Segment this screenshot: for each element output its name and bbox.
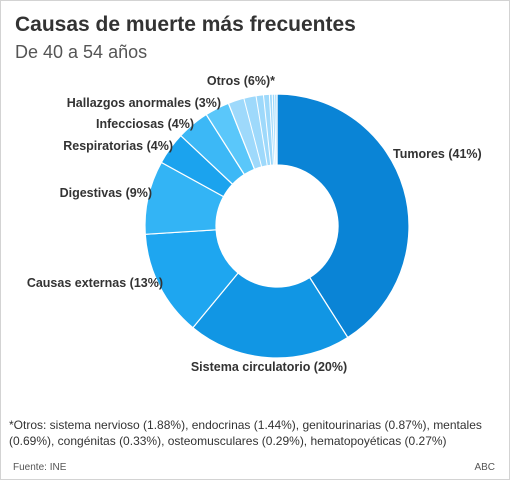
subslice-divider-mentales xyxy=(268,94,274,166)
slice-label-otros: Otros (6%)* xyxy=(207,74,275,88)
slice-label-tumores: Tumores (41%) xyxy=(393,147,482,161)
slice-tumores xyxy=(276,93,410,339)
slice-label-sistema-circulatorio: Sistema circulatorio (20%) xyxy=(191,360,347,374)
chart-title: Causas de muerte más frecuentes xyxy=(15,13,356,36)
footnote: *Otros: sistema nervioso (1.88%), endocr… xyxy=(9,418,482,448)
subslice-divider-endocrinas xyxy=(255,95,268,166)
slice-label-hallazgos-anormales: Hallazgos anormales (3%) xyxy=(67,96,221,110)
subslice-divider-genitourinarias xyxy=(262,94,272,166)
slice-label-infecciosas: Infecciosas (4%) xyxy=(96,117,194,131)
slice-label-causas-externas: Causas externas (13%) xyxy=(27,276,163,290)
chart-subtitle: De 40 a 54 años xyxy=(15,42,148,62)
donut-labels: Tumores (41%) Sistema circulatorio (20%)… xyxy=(27,74,482,374)
credit-text: ABC xyxy=(474,462,495,473)
subslice-divider-osteomusculares xyxy=(274,94,277,166)
slice-label-digestivas: Digestivas (9%) xyxy=(60,186,152,200)
subslice-divider-congenitas xyxy=(271,94,276,166)
source-text: Fuente: INE xyxy=(13,462,67,473)
donut-chart: Tumores (41%) Sistema circulatorio (20%)… xyxy=(27,74,482,374)
slice-label-respiratorias: Respiratorias (4%) xyxy=(63,139,173,153)
donut-slices xyxy=(144,93,410,359)
subslice-divider-sistema-nervioso xyxy=(243,98,263,168)
slice-sistema-circulatorio xyxy=(192,272,349,359)
